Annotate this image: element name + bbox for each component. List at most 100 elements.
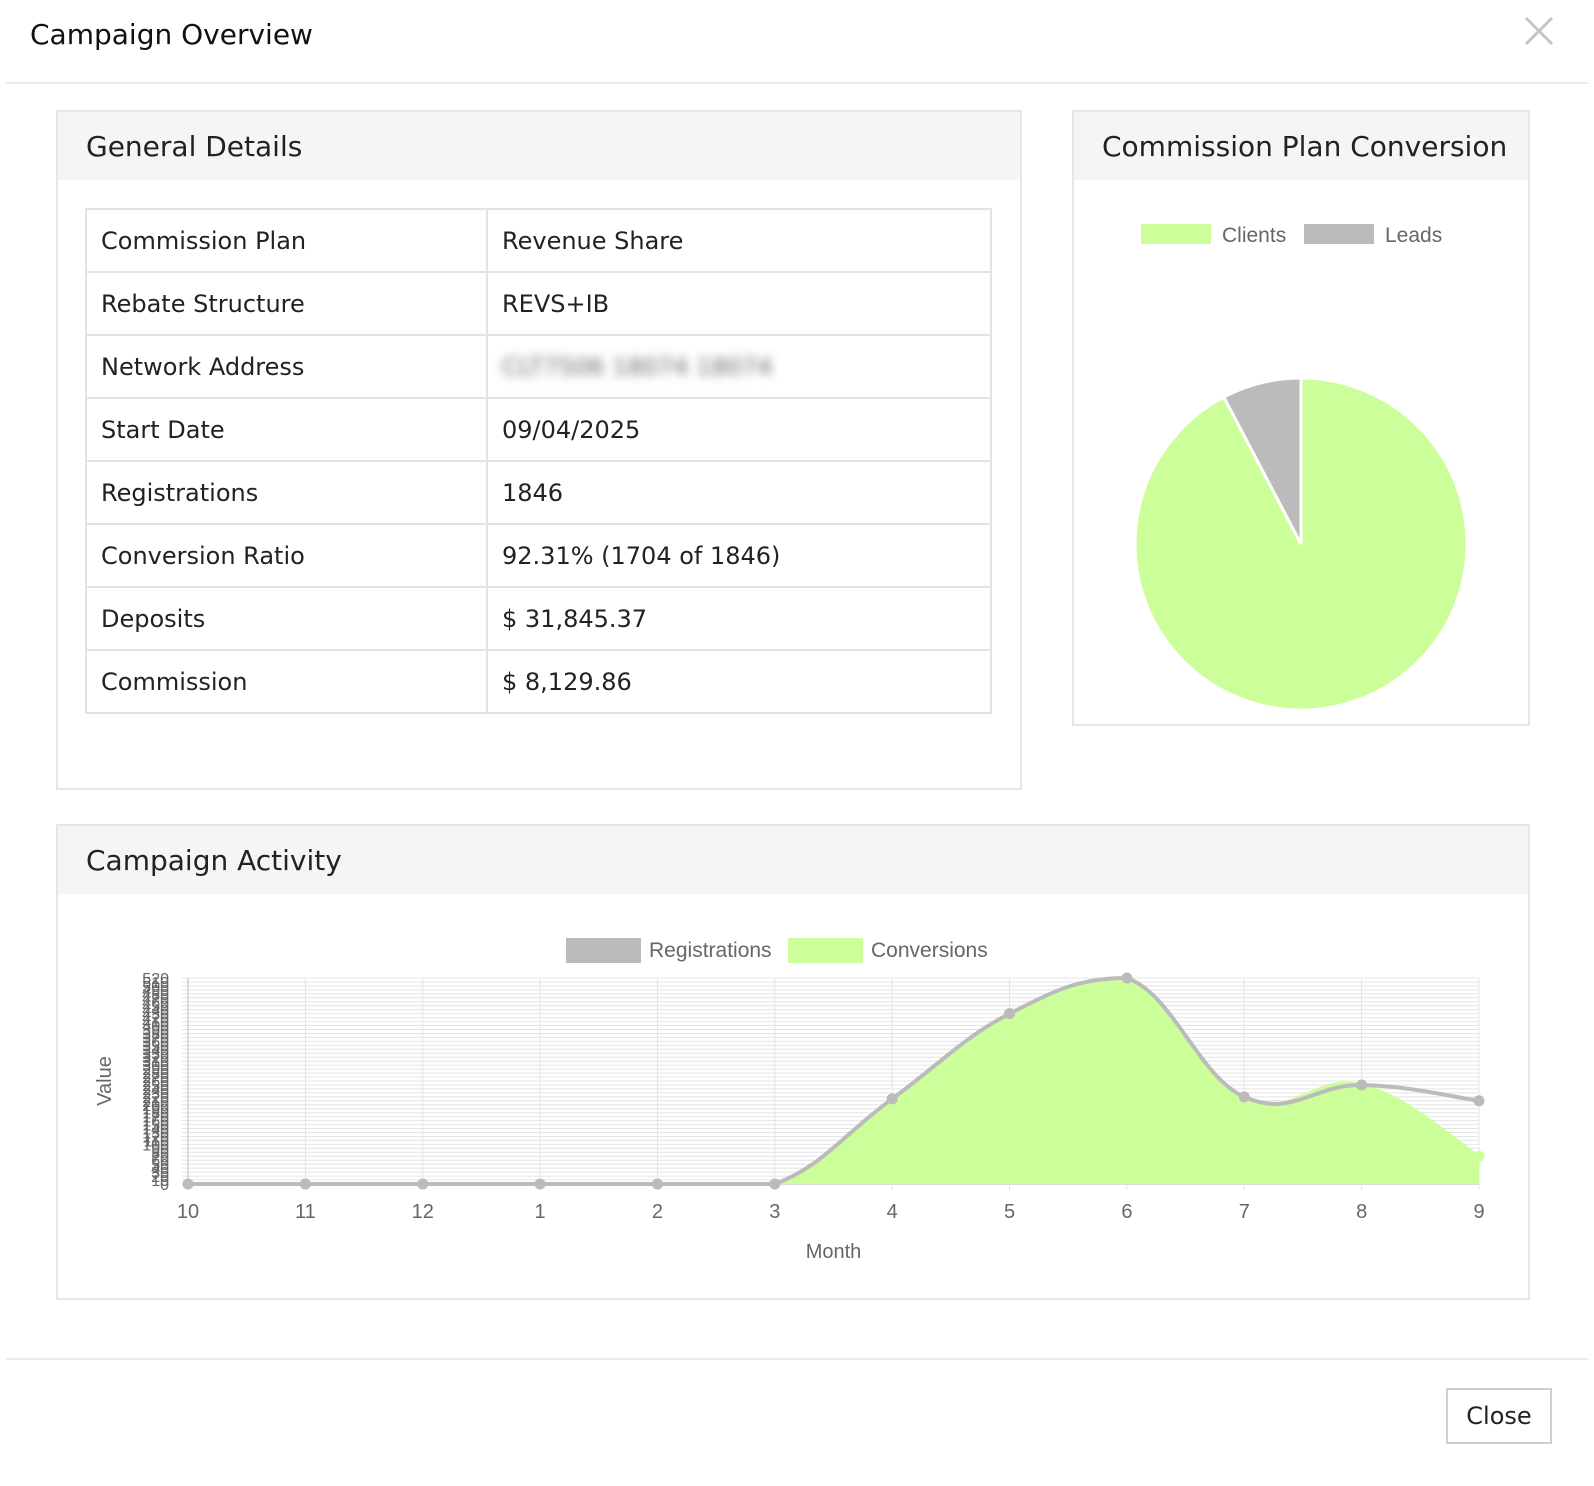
legend-swatch-clients bbox=[1141, 224, 1211, 244]
legend-label-registrations: Registrations bbox=[649, 939, 772, 962]
modal-title: Campaign Overview bbox=[30, 18, 313, 51]
legend-label-leads: Leads bbox=[1385, 224, 1442, 247]
point-registrations bbox=[417, 1178, 429, 1190]
y-tick-label: 310 bbox=[142, 1054, 169, 1071]
panel-title: Commission Plan Conversion bbox=[1102, 130, 1508, 163]
row-value: CLT7506 18074 18074 bbox=[486, 334, 992, 399]
y-tick-label: 120 bbox=[142, 1129, 169, 1146]
row-label: Start Date bbox=[85, 397, 488, 462]
series-area-conversions bbox=[188, 978, 1479, 1184]
point-registrations bbox=[1004, 1008, 1016, 1020]
pie-legend: Clients Leads bbox=[1141, 224, 1442, 247]
row-value: $ 8,129.86 bbox=[486, 649, 992, 714]
y-tick-label: 390 bbox=[142, 1023, 169, 1040]
row-label: Commission Plan bbox=[85, 208, 488, 273]
x-tick-label: 11 bbox=[295, 1201, 316, 1223]
row-label: Conversion Ratio bbox=[85, 523, 488, 588]
footer-divider bbox=[6, 1358, 1588, 1360]
x-tick-label: 3 bbox=[769, 1201, 780, 1223]
x-tick-label: 6 bbox=[1121, 1201, 1132, 1223]
y-tick-label: 350 bbox=[142, 1038, 169, 1055]
table-row: Deposits $ 31,845.37 bbox=[85, 586, 992, 651]
y-tick-label: 410 bbox=[142, 1015, 169, 1032]
y-tick-label: 110 bbox=[143, 1133, 169, 1150]
x-tick-label: 4 bbox=[887, 1201, 898, 1223]
x-tick-label: 8 bbox=[1356, 1201, 1367, 1223]
row-value: $ 31,845.37 bbox=[486, 586, 992, 651]
general-details-panel: General Details Commission Plan Revenue … bbox=[56, 110, 1022, 790]
y-tick-label: 280 bbox=[142, 1066, 169, 1083]
legend-swatch-registrations bbox=[566, 938, 641, 963]
row-value: 09/04/2025 bbox=[486, 397, 992, 462]
y-tick-label: 150 bbox=[142, 1118, 169, 1135]
y-tick-label: 220 bbox=[142, 1090, 169, 1107]
commission-plan-conversion-panel: Commission Plan Conversion Clients Leads bbox=[1072, 110, 1530, 726]
details-table: Commission Plan Revenue Share Rebate Str… bbox=[85, 208, 992, 714]
y-tick-label: 80 bbox=[151, 1145, 169, 1162]
y-tick-label: 30 bbox=[151, 1165, 169, 1182]
y-tick-label: 370 bbox=[142, 1030, 169, 1047]
panel-title: Campaign Activity bbox=[86, 844, 342, 877]
y-tick-label: 160 bbox=[142, 1114, 169, 1131]
row-label: Rebate Structure bbox=[85, 271, 488, 336]
point-registrations bbox=[534, 1178, 546, 1190]
y-tick-label: 470 bbox=[142, 991, 169, 1008]
y-tick-label: 460 bbox=[142, 995, 169, 1012]
y-tick-label: 270 bbox=[142, 1070, 169, 1087]
x-tick-label: 1 bbox=[535, 1201, 546, 1223]
x-tick-label: 12 bbox=[412, 1201, 434, 1223]
y-axis-title: Value bbox=[94, 1056, 116, 1106]
y-tick-label: 0 bbox=[160, 1177, 169, 1194]
point-registrations bbox=[1356, 1079, 1368, 1091]
table-row: Registrations 1846 bbox=[85, 460, 992, 525]
y-tick-labels: 0102030405060708090100110120130140150160… bbox=[142, 971, 169, 1194]
y-tick-label: 40 bbox=[151, 1161, 169, 1178]
x-tick-labels: 10 11 12 1 2 3 4 5 6 7 8 9 bbox=[177, 1201, 1485, 1223]
panel-header: Commission Plan Conversion bbox=[1074, 112, 1528, 180]
close-button[interactable]: Close bbox=[1446, 1388, 1552, 1444]
table-row: Conversion Ratio 92.31% (1704 of 1846) bbox=[85, 523, 992, 588]
y-tick-label: 170 bbox=[142, 1110, 169, 1127]
row-value: 92.31% (1704 of 1846) bbox=[486, 523, 992, 588]
point-registrations bbox=[182, 1178, 194, 1190]
x-tick-label: 5 bbox=[1004, 1201, 1015, 1223]
x-axis-title: Month bbox=[806, 1241, 862, 1263]
y-tick-label: 430 bbox=[142, 1007, 169, 1024]
y-tick-label: 240 bbox=[142, 1082, 169, 1099]
point-registrations bbox=[1121, 972, 1133, 984]
activity-legend: Registrations Conversions bbox=[566, 938, 988, 963]
table-row: Commission Plan Revenue Share bbox=[85, 208, 992, 273]
y-tick-label: 480 bbox=[142, 987, 169, 1004]
point-registrations bbox=[651, 1178, 663, 1190]
y-tick-label: 130 bbox=[142, 1126, 169, 1143]
legend-label-conversions: Conversions bbox=[871, 939, 988, 962]
point-registrations bbox=[886, 1093, 898, 1105]
panel-header: Campaign Activity bbox=[58, 826, 1528, 894]
row-value: Revenue Share bbox=[486, 208, 992, 273]
y-tick-label: 200 bbox=[142, 1098, 169, 1115]
row-value: 1846 bbox=[486, 460, 992, 525]
y-tick-label: 20 bbox=[151, 1169, 169, 1186]
point-registrations bbox=[1238, 1091, 1250, 1103]
legend-swatch-leads bbox=[1304, 224, 1374, 244]
y-tick-label: 190 bbox=[142, 1102, 169, 1119]
y-tick-label: 510 bbox=[142, 975, 169, 992]
table-row: Rebate Structure REVS+IB bbox=[85, 271, 992, 336]
x-tick-label: 2 bbox=[652, 1201, 663, 1223]
row-value: REVS+IB bbox=[486, 271, 992, 336]
panel-title: General Details bbox=[86, 130, 303, 163]
activity-chart: Registrations Conversions0102030405060708… bbox=[94, 938, 1485, 1263]
y-tick-label: 450 bbox=[142, 999, 169, 1016]
y-tick-label: 140 bbox=[142, 1122, 169, 1139]
y-tick-label: 260 bbox=[142, 1074, 169, 1091]
point-conversions bbox=[1473, 1150, 1485, 1162]
y-tick-label: 300 bbox=[142, 1058, 169, 1075]
y-tick-label: 290 bbox=[142, 1062, 169, 1079]
y-tick-label: 380 bbox=[142, 1026, 169, 1043]
x-tick-label: 10 bbox=[177, 1201, 199, 1223]
y-tick-label: 230 bbox=[142, 1086, 169, 1103]
point-registrations bbox=[769, 1178, 781, 1190]
network-address-value: CLT7506 18074 18074 bbox=[502, 352, 773, 381]
close-icon[interactable] bbox=[1522, 14, 1556, 48]
y-tick-label: 90 bbox=[151, 1141, 169, 1158]
